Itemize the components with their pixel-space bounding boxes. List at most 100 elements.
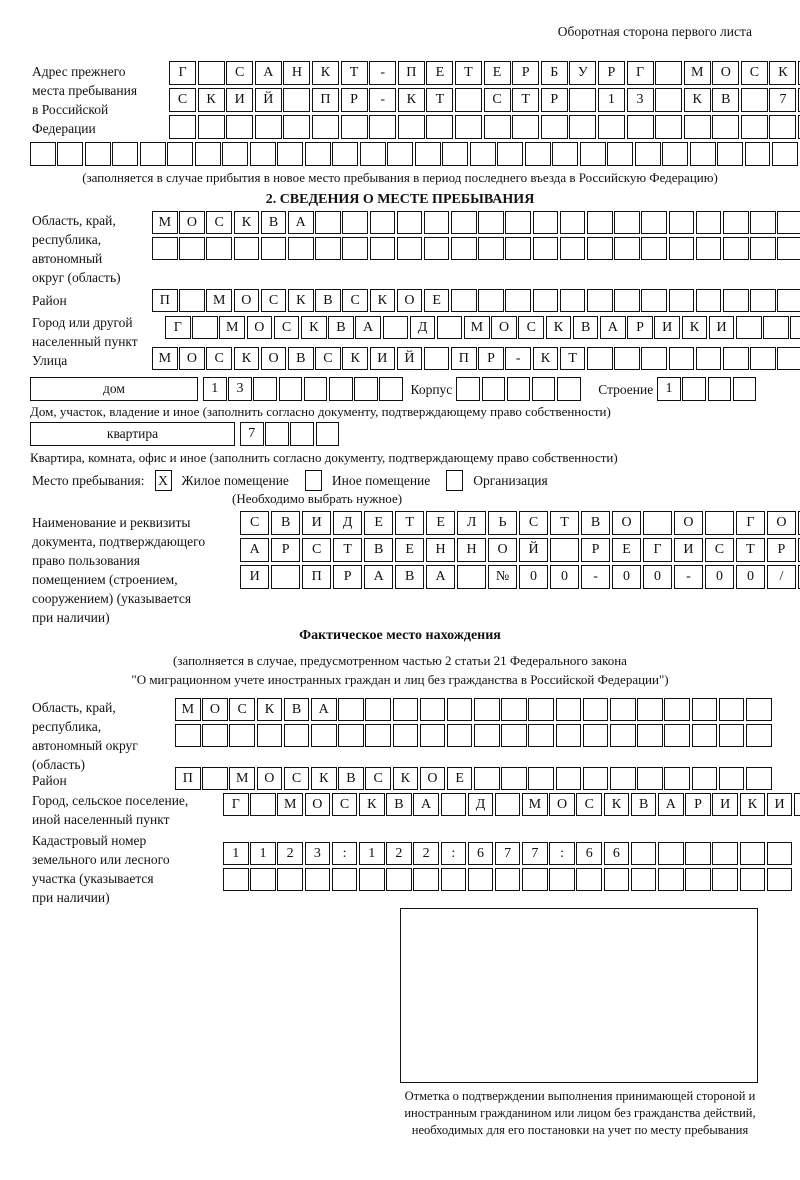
char-cell[interactable] <box>532 289 559 313</box>
char-cell[interactable]: / <box>766 565 797 590</box>
char-cell[interactable]: - <box>505 347 532 371</box>
char-cell[interactable]: О <box>491 316 517 340</box>
char-cell[interactable] <box>451 237 477 261</box>
char-cell[interactable] <box>254 115 282 139</box>
char-cell[interactable] <box>528 767 555 791</box>
char-cell[interactable] <box>340 115 368 139</box>
stay-type-option2-checkbox[interactable] <box>304 470 322 491</box>
char-cell[interactable]: Б <box>540 61 568 85</box>
char-cell[interactable] <box>197 115 225 139</box>
char-cell[interactable]: 0 <box>642 565 673 590</box>
char-cell[interactable] <box>587 211 613 235</box>
char-cell[interactable]: С <box>797 511 800 536</box>
char-cell[interactable]: О <box>798 61 800 85</box>
char-cell[interactable]: 1 <box>203 377 227 401</box>
char-cell[interactable] <box>426 115 454 139</box>
char-cell[interactable] <box>732 377 757 401</box>
char-cell[interactable]: Р <box>627 316 653 340</box>
char-cell[interactable]: Р <box>540 88 568 112</box>
char-cell[interactable] <box>668 289 695 313</box>
char-cell[interactable] <box>474 767 500 791</box>
char-cell[interactable]: К <box>300 316 327 340</box>
char-cell[interactable] <box>641 237 667 261</box>
char-cell[interactable]: В <box>363 538 394 563</box>
char-cell[interactable]: О <box>673 511 704 536</box>
char-cell[interactable] <box>315 211 341 235</box>
char-cell[interactable]: В <box>630 793 657 817</box>
char-cell[interactable]: Й <box>254 88 282 112</box>
char-cell[interactable]: С <box>704 538 735 563</box>
korpus-cells[interactable] <box>456 377 582 401</box>
char-cell[interactable] <box>540 115 568 139</box>
char-cell[interactable] <box>610 724 636 748</box>
char-cell[interactable]: И <box>240 565 270 590</box>
char-cell[interactable] <box>283 724 310 748</box>
char-cell[interactable]: 1 <box>358 842 385 866</box>
char-cell[interactable]: К <box>392 767 419 791</box>
char-cell[interactable] <box>722 237 749 261</box>
char-cell[interactable] <box>497 142 524 166</box>
char-cell[interactable] <box>456 377 480 401</box>
char-cell[interactable]: 7 <box>769 88 797 112</box>
char-cell[interactable]: А <box>658 793 684 817</box>
char-cell[interactable]: С <box>301 538 332 563</box>
char-cell[interactable] <box>467 868 494 892</box>
char-cell[interactable]: И <box>673 538 704 563</box>
char-cell[interactable]: Е <box>425 511 456 536</box>
char-cell[interactable] <box>179 289 205 313</box>
char-cell[interactable] <box>763 316 789 340</box>
char-cell[interactable] <box>494 868 521 892</box>
char-cell[interactable]: В <box>270 511 301 536</box>
char-cell[interactable] <box>549 868 575 892</box>
char-cell[interactable]: Р <box>580 538 611 563</box>
char-cell[interactable] <box>691 724 718 748</box>
char-cell[interactable] <box>454 115 482 139</box>
char-cell[interactable]: Й <box>396 347 423 371</box>
char-cell[interactable] <box>392 698 419 722</box>
char-cell[interactable] <box>740 115 768 139</box>
char-cell[interactable] <box>265 422 289 446</box>
char-cell[interactable]: О <box>487 538 518 563</box>
char-cell[interactable] <box>695 211 722 235</box>
char-cell[interactable]: М <box>522 793 548 817</box>
char-cell[interactable]: К <box>310 767 337 791</box>
char-cell[interactable]: 6 <box>467 842 494 866</box>
char-cell[interactable] <box>750 289 776 313</box>
char-cell[interactable]: И <box>708 316 735 340</box>
char-cell[interactable] <box>423 237 450 261</box>
char-cell[interactable]: А <box>355 316 381 340</box>
char-cell[interactable] <box>387 142 414 166</box>
char-cell[interactable]: П <box>451 347 477 371</box>
char-cell[interactable]: С <box>273 316 300 340</box>
char-cell[interactable]: 0 <box>797 565 800 590</box>
char-cell[interactable]: 7 <box>522 842 548 866</box>
char-cell[interactable]: Ь <box>487 511 518 536</box>
char-cell[interactable]: Т <box>512 88 540 112</box>
char-cell[interactable]: П <box>301 565 332 590</box>
char-cell[interactable]: М <box>152 211 178 235</box>
char-cell[interactable] <box>436 316 463 340</box>
char-cell[interactable] <box>582 767 609 791</box>
char-cell[interactable] <box>512 115 540 139</box>
char-cell[interactable]: М <box>683 61 711 85</box>
char-cell[interactable]: К <box>683 88 711 112</box>
section2-region-row-2[interactable] <box>152 237 800 261</box>
char-cell[interactable] <box>576 868 603 892</box>
char-cell[interactable]: Е <box>611 538 642 563</box>
char-cell[interactable] <box>506 377 531 401</box>
char-cell[interactable]: С <box>518 316 545 340</box>
char-cell[interactable]: В <box>338 767 364 791</box>
char-cell[interactable] <box>524 142 551 166</box>
char-cell[interactable] <box>750 237 776 261</box>
char-cell[interactable] <box>745 724 772 748</box>
char-cell[interactable] <box>559 211 586 235</box>
char-cell[interactable] <box>494 793 521 817</box>
char-cell[interactable]: С <box>576 793 603 817</box>
char-cell[interactable] <box>744 142 771 166</box>
char-cell[interactable] <box>707 377 732 401</box>
char-cell[interactable] <box>454 88 482 112</box>
char-cell[interactable] <box>766 842 793 866</box>
char-cell[interactable] <box>685 868 711 892</box>
